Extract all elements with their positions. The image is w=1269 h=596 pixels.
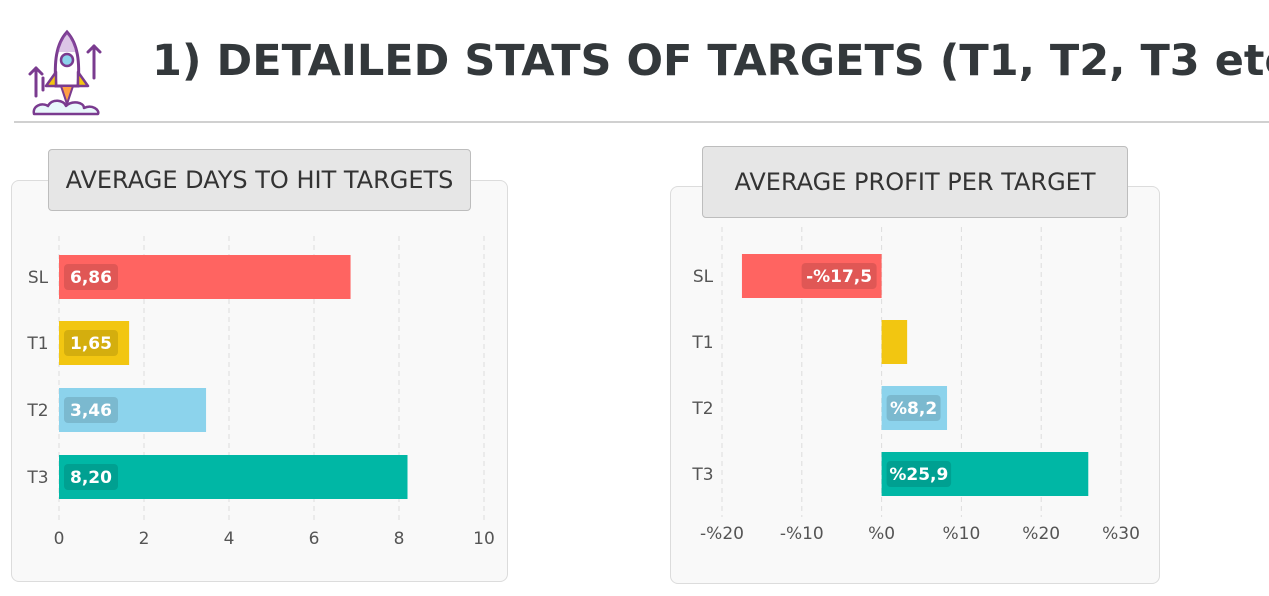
bar-t3 [59,455,408,499]
data-label-box [801,263,877,289]
rocket-logo-icon [28,29,102,116]
data-label-box [64,264,118,290]
category-label: T3 [26,468,48,488]
data-label: 8,20 [70,468,112,488]
profit-chart-title: AVERAGE PROFIT PER TARGET [702,146,1128,218]
days-chart-title: AVERAGE DAYS TO HIT TARGETS [48,149,471,211]
category-label: SL [28,268,49,288]
bar-sl [59,255,351,299]
bar-t3 [881,452,1089,496]
x-tick-label: -%10 [780,524,824,544]
bar-t1 [881,320,908,364]
divider [14,121,1269,123]
x-tick-label: 6 [309,529,320,549]
x-tick-label: 10 [473,529,495,549]
data-label: 3,46 [70,401,112,421]
category-label: T2 [26,401,48,421]
x-tick-label: -%20 [700,524,744,544]
bar-t2 [881,386,948,430]
profit-chart-panel: -%20 -%10 %0 %10 %20 %30 SL -%17,5 T1 T2 %8,2 T3 %25… [670,186,1160,584]
x-tick-label: 4 [224,529,235,549]
category-label: T1 [691,333,713,353]
data-label: %8,2 [890,399,937,419]
category-label: SL [693,267,714,287]
category-label: T1 [26,334,48,354]
bar-t1 [59,321,130,365]
x-tick-label: %20 [1022,524,1060,544]
bar-t2 [59,388,207,432]
data-label: 1,65 [70,334,112,354]
bar-sl [741,254,882,298]
page-title: 1) DETAILED STATS OF TARGETS (T1, T2, T3… [152,36,1269,86]
category-label: T3 [691,465,713,485]
data-label-box [64,397,118,423]
x-tick-label: 0 [54,529,65,549]
data-label-box [64,330,118,356]
x-tick-label: %10 [943,524,981,544]
data-label-box [886,461,952,487]
data-label-box [886,395,941,421]
category-label: T2 [691,399,713,419]
data-label-box [64,464,118,490]
x-tick-label: %0 [868,524,895,544]
days-chart-panel: 0 2 4 6 8 10 SL 6,86 T1 1,65 T2 3,46 T3 8,20 [11,180,508,582]
data-label: 6,86 [70,268,112,288]
data-label: -%17,5 [806,267,872,287]
x-tick-label: 2 [139,529,150,549]
profit-per-target-chart: -%20 -%10 %0 %10 %20 %30 SL -%17,5 T1 T2 %8,2 T3 %25… [691,227,1140,544]
data-label: %25,9 [889,465,948,485]
days-to-hit-targets-chart: 0 2 4 6 8 10 SL 6,86 T1 1,65 T2 3,46 T3 8,20 [26,236,495,549]
x-tick-label: %30 [1102,524,1140,544]
x-tick-label: 8 [394,529,405,549]
